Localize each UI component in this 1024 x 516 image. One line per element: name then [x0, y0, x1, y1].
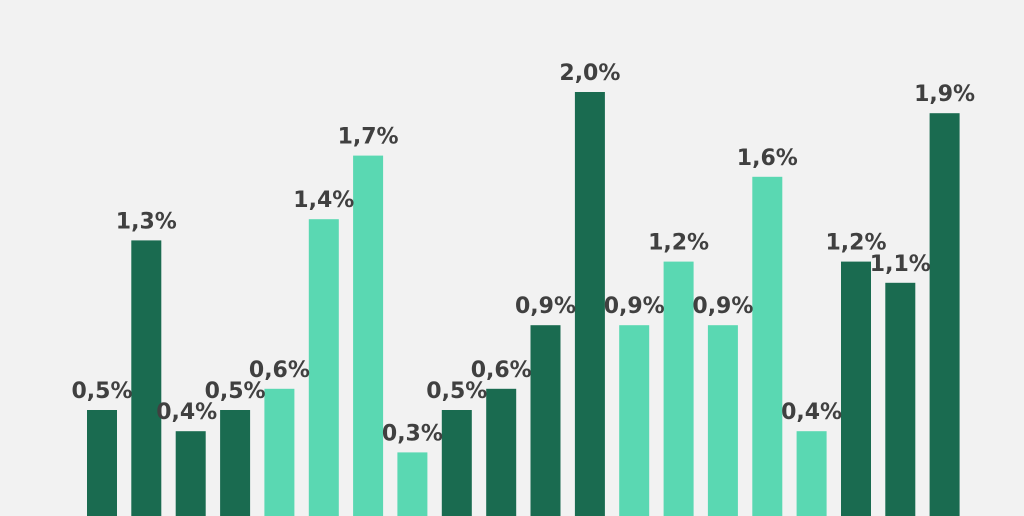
- bar-18: [841, 261, 871, 516]
- data-label-9: 0,5%: [426, 379, 487, 404]
- bar-13: [619, 325, 650, 516]
- bar-19: [885, 282, 916, 516]
- data-label-17: 0,4%: [781, 400, 842, 425]
- bar-16: [752, 176, 783, 516]
- bar-9: [441, 410, 472, 516]
- bar-11: [530, 325, 561, 516]
- bars-group: [87, 92, 960, 516]
- data-label-2: 1,3%: [116, 209, 177, 234]
- data-label-4: 0,5%: [205, 379, 266, 404]
- bar-5: [264, 388, 295, 516]
- data-label-6: 1,4%: [293, 188, 354, 213]
- data-labels-group: 0,5%1,3%0,4%0,5%0,6%1,4%1,7%0,3%0,5%0,6%…: [71, 61, 975, 446]
- data-label-20: 1,9%: [914, 82, 975, 107]
- data-label-14: 1,2%: [648, 231, 709, 256]
- data-label-3: 0,4%: [156, 400, 217, 425]
- bar-4: [220, 410, 251, 516]
- data-label-19: 1,1%: [870, 252, 931, 277]
- data-label-8: 0,3%: [382, 421, 443, 446]
- bar-8: [397, 452, 428, 516]
- bar-17: [796, 431, 827, 516]
- bar-20: [929, 113, 960, 516]
- bar-1: [87, 410, 117, 516]
- data-label-5: 0,6%: [249, 358, 310, 383]
- data-label-15: 0,9%: [692, 294, 753, 319]
- bar-6: [308, 219, 339, 516]
- bar-10: [486, 388, 517, 516]
- data-label-11: 0,9%: [515, 294, 576, 319]
- data-label-16: 1,6%: [737, 146, 798, 171]
- data-label-12: 2,0%: [559, 61, 620, 86]
- bar-12: [574, 92, 605, 516]
- data-label-13: 0,9%: [604, 294, 665, 319]
- data-label-18: 1,2%: [825, 231, 886, 256]
- bar-3: [175, 431, 206, 516]
- data-label-7: 1,7%: [338, 125, 399, 150]
- data-label-10: 0,6%: [471, 358, 532, 383]
- bar-7: [353, 155, 384, 516]
- bar-2: [131, 240, 162, 516]
- data-label-1: 0,5%: [71, 379, 132, 404]
- bar-15: [707, 325, 738, 516]
- bar-14: [663, 261, 694, 516]
